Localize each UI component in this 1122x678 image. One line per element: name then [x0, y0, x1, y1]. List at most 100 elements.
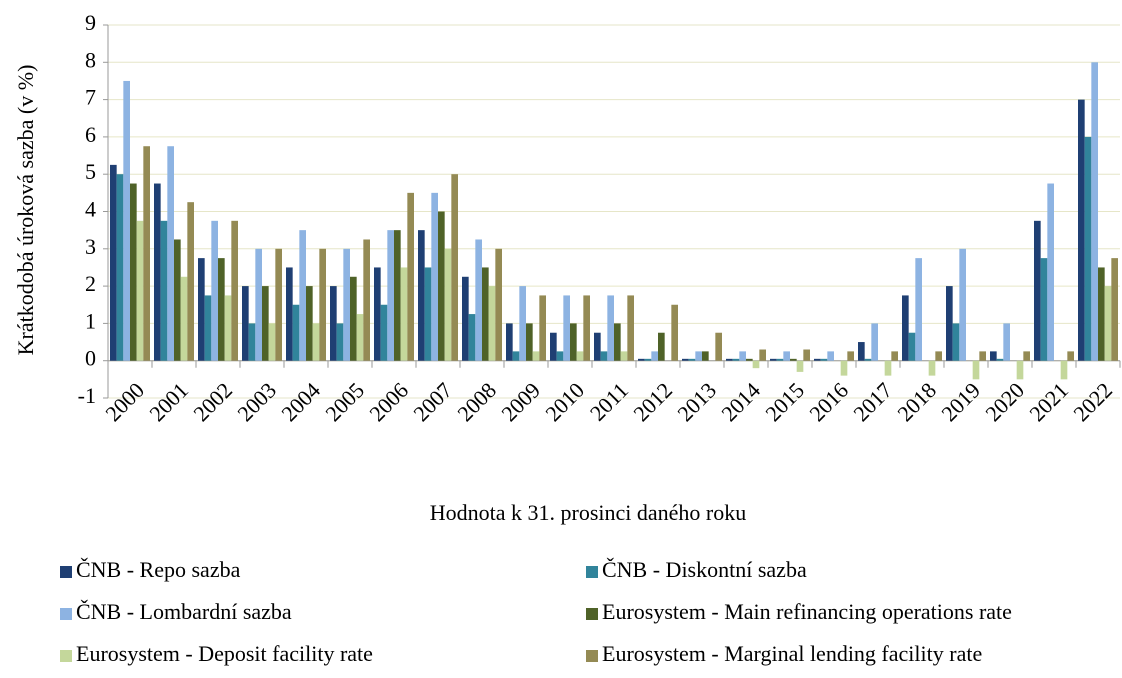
- bar: [167, 146, 174, 361]
- bar: [752, 360, 760, 369]
- x-tick-label: 2017: [848, 377, 897, 426]
- x-axis-title: Hodnota k 31. prosinci daného roku: [430, 500, 747, 525]
- y-tick-label: 1: [85, 308, 96, 333]
- bar: [915, 258, 922, 361]
- legend-swatch: [586, 566, 598, 578]
- bar: [651, 351, 658, 361]
- bar: [594, 332, 601, 361]
- bar: [746, 358, 753, 361]
- x-tick-label: 2005: [320, 377, 369, 426]
- y-tick-label: -1: [78, 383, 96, 408]
- bar: [644, 358, 652, 361]
- x-tick-label: 2007: [408, 377, 457, 426]
- bar: [374, 267, 381, 361]
- bar: [519, 286, 526, 361]
- bar: [726, 358, 733, 361]
- bar: [770, 358, 777, 361]
- bar: [814, 358, 821, 361]
- bar: [380, 304, 388, 361]
- bar: [356, 314, 364, 361]
- bar: [1060, 360, 1068, 380]
- bar: [312, 323, 320, 361]
- bar: [488, 286, 496, 361]
- x-tick-label: 2013: [672, 377, 721, 426]
- x-tick-label: 2003: [232, 377, 281, 426]
- bar: [143, 146, 150, 361]
- bar: [1067, 351, 1074, 361]
- x-tick-label: 2012: [628, 377, 677, 426]
- bar: [204, 295, 212, 361]
- x-tick-label: 2008: [452, 377, 501, 426]
- bar: [330, 286, 337, 361]
- bar: [1016, 360, 1024, 380]
- bar: [512, 351, 520, 361]
- bar: [739, 351, 746, 361]
- bar: [275, 248, 282, 361]
- bar: [695, 351, 702, 361]
- x-tick-label: 2021: [1024, 377, 1073, 426]
- bar: [715, 332, 722, 361]
- bar: [336, 323, 344, 361]
- bar: [796, 360, 804, 372]
- legend-swatch: [60, 608, 72, 620]
- bar: [563, 295, 570, 361]
- legend-label: Eurosystem - Marginal lending facility r…: [602, 641, 982, 666]
- bar: [539, 295, 546, 361]
- bar: [732, 358, 740, 361]
- bar: [174, 239, 181, 361]
- bar: [614, 323, 621, 361]
- y-tick-label: 4: [85, 197, 96, 222]
- bar: [363, 239, 370, 361]
- legend-label: Eurosystem - Deposit facility rate: [76, 641, 373, 666]
- bar: [959, 248, 966, 361]
- bar: [160, 220, 168, 361]
- x-tick-label: 2016: [804, 377, 853, 426]
- bar: [1091, 62, 1098, 361]
- bar: [1040, 258, 1048, 361]
- bar: [292, 304, 300, 361]
- bar: [847, 351, 854, 361]
- bar: [211, 220, 218, 361]
- bar: [299, 230, 306, 361]
- y-axis-title: Krátkodobá úroková sazba (v %): [13, 65, 38, 356]
- x-tick-label: 2011: [585, 377, 633, 425]
- bar: [123, 80, 130, 361]
- bar: [319, 248, 326, 361]
- bar: [130, 183, 137, 361]
- y-tick-label: 9: [85, 10, 96, 35]
- bar: [996, 358, 1004, 361]
- bar: [908, 332, 916, 361]
- bar: [891, 351, 898, 361]
- bar: [438, 211, 445, 361]
- bar: [979, 351, 986, 361]
- bar: [268, 323, 276, 361]
- legend-label: ČNB - Repo sazba: [76, 557, 241, 582]
- bar: [972, 360, 980, 380]
- bar: [110, 164, 117, 361]
- bar: [607, 295, 614, 361]
- y-tick-label: 2: [85, 271, 96, 296]
- bar: [576, 351, 584, 361]
- bar: [231, 220, 238, 361]
- bar: [682, 358, 689, 361]
- y-tick-label: 0: [85, 346, 96, 371]
- bar: [424, 267, 432, 361]
- bar: [444, 248, 452, 361]
- bar: [262, 286, 269, 361]
- bar: [1003, 323, 1010, 361]
- bar: [671, 304, 678, 361]
- bar: [864, 358, 872, 361]
- bar: [198, 258, 205, 361]
- legend-swatch: [60, 650, 72, 662]
- bar: [803, 349, 810, 361]
- bar: [343, 248, 350, 361]
- bar: [570, 323, 577, 361]
- bar: [928, 360, 936, 376]
- bar: [1023, 351, 1030, 361]
- bar: [627, 295, 634, 361]
- x-tick-label: 2020: [980, 377, 1029, 426]
- bar: [583, 295, 590, 361]
- bar: [482, 267, 489, 361]
- bar: [407, 192, 414, 361]
